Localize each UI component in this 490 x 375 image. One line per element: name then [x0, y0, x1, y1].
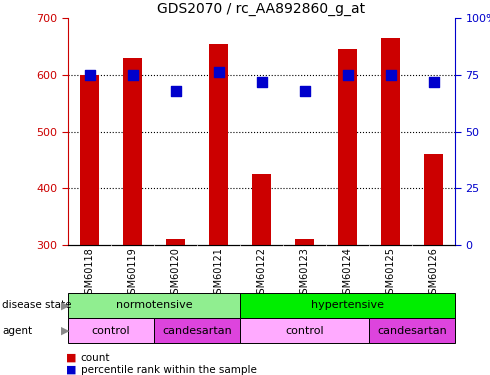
Bar — [80, 75, 99, 245]
Text: GSM60126: GSM60126 — [428, 248, 439, 300]
Bar — [68, 293, 240, 318]
Bar — [154, 318, 240, 343]
Point — [86, 72, 94, 78]
Bar — [123, 58, 142, 245]
Text: candesartan: candesartan — [162, 326, 232, 336]
Bar — [166, 239, 185, 245]
Text: disease state: disease state — [2, 300, 72, 310]
Point — [300, 88, 308, 94]
Bar — [240, 293, 455, 318]
Text: control: control — [285, 326, 324, 336]
Bar — [240, 318, 369, 343]
Text: percentile rank within the sample: percentile rank within the sample — [81, 365, 257, 375]
Text: GSM60123: GSM60123 — [299, 248, 310, 300]
Text: ▶: ▶ — [61, 300, 70, 310]
Text: GSM60124: GSM60124 — [343, 248, 352, 300]
Bar — [369, 318, 455, 343]
Bar — [424, 154, 443, 245]
Text: GSM60125: GSM60125 — [386, 248, 395, 300]
Text: ▶: ▶ — [61, 326, 70, 336]
Text: GSM60122: GSM60122 — [256, 248, 267, 300]
Point — [430, 78, 438, 84]
Text: GSM60120: GSM60120 — [171, 248, 180, 300]
Text: normotensive: normotensive — [116, 300, 192, 310]
Text: GSM60118: GSM60118 — [84, 248, 95, 300]
Point — [343, 72, 351, 78]
Text: control: control — [92, 326, 130, 336]
Point — [387, 72, 394, 78]
Text: ■: ■ — [66, 365, 76, 375]
Text: ■: ■ — [66, 353, 76, 363]
Point — [172, 88, 179, 94]
Bar — [209, 44, 228, 245]
Bar — [338, 49, 357, 245]
Text: count: count — [81, 353, 110, 363]
Point — [128, 72, 136, 78]
Title: GDS2070 / rc_AA892860_g_at: GDS2070 / rc_AA892860_g_at — [157, 2, 366, 16]
Text: GSM60121: GSM60121 — [214, 248, 223, 300]
Point — [258, 78, 266, 84]
Text: GSM60119: GSM60119 — [127, 248, 138, 300]
Text: agent: agent — [2, 326, 32, 336]
Point — [215, 69, 222, 75]
Bar — [295, 239, 314, 245]
Text: candesartan: candesartan — [377, 326, 447, 336]
Bar — [381, 38, 400, 245]
Text: hypertensive: hypertensive — [311, 300, 384, 310]
Bar — [252, 174, 271, 245]
Bar — [68, 318, 154, 343]
